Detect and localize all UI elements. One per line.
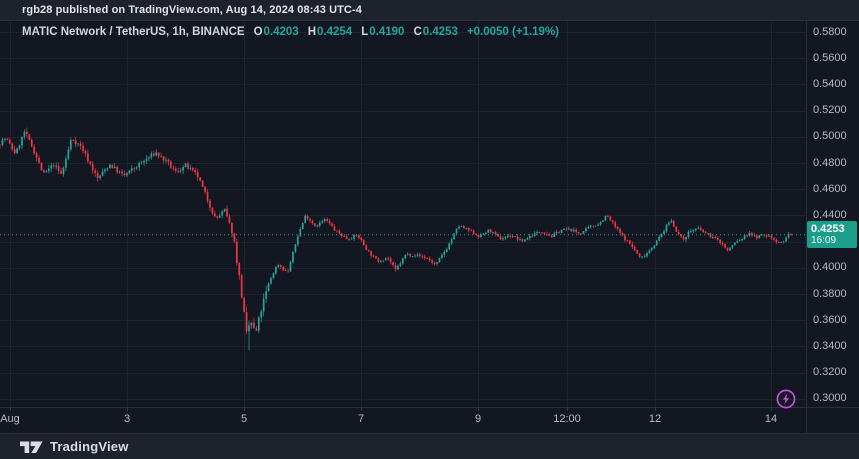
attribution-bar: rgb28 published on TradingView.com, Aug …	[0, 0, 859, 20]
price-axis[interactable]: 0.5800 0.5600 0.5400 0.5200 0.5000 0.4800 0.46…	[806, 20, 859, 434]
price-axis-label: 0.5800	[813, 25, 847, 38]
price-axis-label: 0.3000	[813, 392, 847, 405]
price-axis-label: 0.3600	[813, 313, 847, 326]
time-axis-label: 9	[474, 413, 482, 425]
time-axis-label: 7	[357, 413, 365, 425]
low-label: L	[361, 26, 369, 38]
time-axis-label: Aug	[0, 413, 20, 425]
time-axis-label: 12:00	[553, 413, 581, 425]
close-value: 0.4253	[422, 26, 458, 38]
symbol-title[interactable]: MATIC Network / TetherUS, 1h, BINANCE	[22, 26, 245, 38]
price-change: +0.0050 (+1.19%)	[466, 26, 560, 38]
price-axis-label: 0.3800	[813, 287, 847, 300]
price-axis-label: 0.5200	[813, 104, 847, 117]
current-price: 0.4253	[811, 223, 845, 236]
price-axis-label: 0.3400	[813, 339, 847, 352]
time-axis[interactable]: Aug 3 5 7 9 12:00 12 14	[0, 407, 806, 434]
time-axis-label: 14	[764, 413, 778, 425]
footer-bar: TradingView	[0, 433, 859, 459]
brand-name: TradingView	[50, 439, 129, 454]
current-price-badge[interactable]: 0.4253 16:09	[807, 221, 857, 249]
high-label: H	[307, 26, 317, 38]
price-axis-label: 0.5600	[813, 51, 847, 64]
bolt-icon[interactable]	[774, 387, 798, 411]
price-axis-label: 0.4000	[813, 261, 847, 274]
price-axis-label: 0.3200	[813, 366, 847, 379]
time-axis-label: 3	[123, 413, 131, 425]
time-axis-label: 5	[240, 413, 248, 425]
countdown-timer: 16:09	[811, 235, 837, 247]
low-value: 0.4190	[369, 26, 405, 38]
open-value: 0.4203	[263, 26, 299, 38]
high-value: 0.4254	[317, 26, 353, 38]
tradingview-logo-mark	[20, 441, 43, 453]
price-axis-label: 0.5400	[813, 77, 847, 90]
attribution-text: rgb28 published on TradingView.com, Aug …	[22, 4, 362, 16]
time-axis-label: 12	[648, 413, 662, 425]
price-axis-label: 0.4400	[813, 208, 847, 221]
price-axis-label: 0.4800	[813, 156, 847, 169]
price-axis-label: 0.5000	[813, 130, 847, 143]
tradingview-logo[interactable]	[20, 440, 43, 454]
price-axis-label: 0.4600	[813, 182, 847, 195]
open-label: O	[253, 26, 263, 38]
close-label: C	[413, 26, 422, 38]
